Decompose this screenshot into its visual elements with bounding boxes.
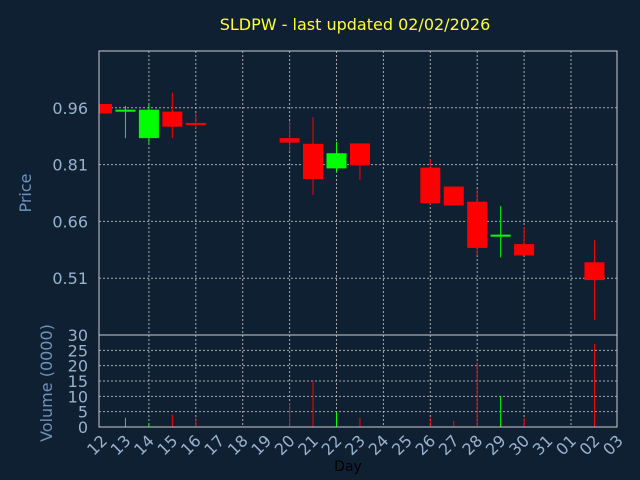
x-axis-ticks: 1213141516171819202122232425262728293031… [83, 431, 627, 459]
volume-y-tick-label: 10 [68, 387, 88, 406]
volume-y-tick-label: 30 [68, 326, 88, 345]
candle-body [303, 143, 324, 179]
price-y-tick-label: 0.81 [52, 156, 88, 175]
volume-y-tick-label: 5 [78, 403, 88, 422]
candle-body [138, 109, 159, 139]
volume-plot-frame [98, 334, 618, 428]
price-axis-label: Price [16, 173, 35, 212]
chart-title: SLDPW - last updated 02/02/2026 [220, 15, 491, 34]
candle-body [279, 138, 300, 143]
price-candles [99, 92, 605, 320]
candle-body [490, 234, 511, 237]
candle-body [584, 262, 605, 281]
candle-body [467, 201, 488, 248]
price-y-tick-label: 0.66 [52, 212, 88, 231]
x-axis-label: Day [334, 459, 362, 475]
price-panel: 0.96 0.81 0.66 0.51 Price [16, 50, 618, 336]
price-y-tick-label: 0.51 [52, 269, 88, 288]
candle-body [99, 104, 112, 114]
price-y-tick-label: 0.96 [52, 99, 88, 118]
volume-y-tick-label: 25 [68, 341, 88, 360]
candle-body [514, 244, 535, 256]
volume-bars [124, 344, 595, 427]
candle-body [420, 167, 441, 204]
volume-y-tick-label: 20 [68, 357, 88, 376]
candle-body [349, 143, 370, 166]
x-tick-label: 03 [599, 431, 627, 459]
volume-y-tick-label: 15 [68, 372, 88, 391]
volume-y-tick-label: 0 [78, 418, 88, 437]
candle-body [326, 153, 347, 169]
price-grid [99, 51, 617, 335]
candle-body [185, 122, 206, 125]
volume-axis-label: Volume (0000) [37, 324, 56, 442]
volume-grid [99, 335, 617, 427]
candle-body [443, 186, 464, 206]
price-y-ticks: 0.96 0.81 0.66 0.51 [52, 99, 88, 288]
price-plot-frame [98, 50, 618, 336]
candle-body [162, 111, 183, 127]
candle-body [115, 109, 136, 112]
